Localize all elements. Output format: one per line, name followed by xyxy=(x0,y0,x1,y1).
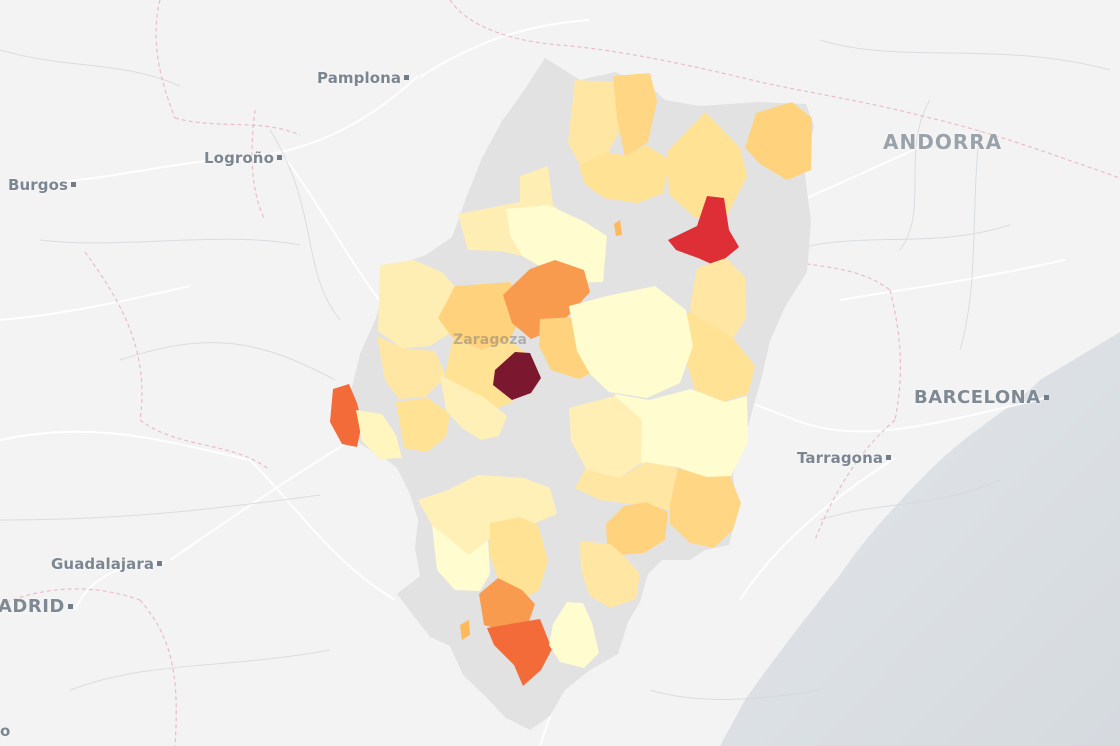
region-west-3 xyxy=(438,282,525,350)
region-north-2 xyxy=(613,73,657,158)
region-south-left xyxy=(432,525,490,591)
region-north-4 xyxy=(667,112,747,218)
region-central-orange xyxy=(503,260,590,339)
region-south-orange xyxy=(479,578,535,631)
region-south-center-2 xyxy=(575,462,692,510)
region-small-left xyxy=(460,620,470,640)
region-tiny-orange xyxy=(614,220,622,236)
region-north-3 xyxy=(579,145,670,203)
region-east-2 xyxy=(684,311,755,402)
aragon-choropleth xyxy=(330,58,814,730)
region-west-2 xyxy=(377,336,446,399)
region-southeast-2 xyxy=(606,502,668,555)
region-center-north-2 xyxy=(506,205,607,283)
region-west-orange xyxy=(330,384,362,447)
region-south-right xyxy=(580,541,640,608)
region-west-light xyxy=(356,410,402,459)
region-south-light xyxy=(549,602,599,668)
region-center-large xyxy=(569,286,693,398)
minor-roads xyxy=(0,39,1111,700)
region-south-center-1 xyxy=(569,396,642,478)
region-southwest-1 xyxy=(396,398,450,452)
region-south-red-orange xyxy=(487,619,552,686)
region-southeast-1 xyxy=(670,468,741,548)
region-northeast xyxy=(745,102,812,180)
region-southwest-2 xyxy=(440,375,507,440)
region-east-center xyxy=(615,389,748,478)
region-dark xyxy=(493,352,541,400)
region-north-1 xyxy=(568,80,625,165)
mediterranean-sea xyxy=(720,332,1120,746)
region-south-middle xyxy=(490,517,548,600)
region-red-northeast xyxy=(668,196,739,266)
region-south-west-large xyxy=(418,475,557,555)
region-east-1 xyxy=(690,258,746,340)
